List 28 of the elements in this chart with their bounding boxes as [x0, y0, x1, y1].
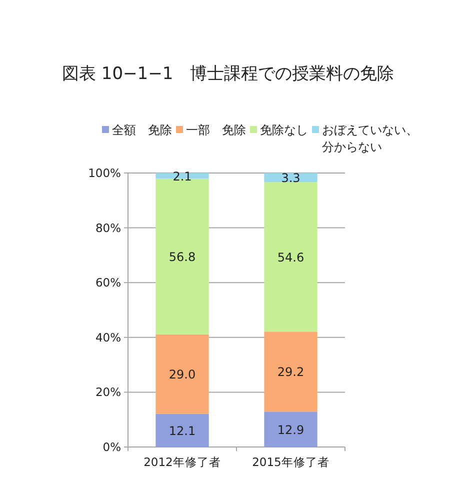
data-label: 12.9: [277, 422, 304, 437]
x-tick-label: 2012年修了者: [144, 455, 221, 469]
y-tick-label: 20%: [95, 385, 122, 400]
data-label: 54.6: [277, 250, 304, 264]
bar: [156, 334, 209, 414]
data-label: 12.1: [168, 424, 196, 438]
legend-label: 免除なし: [260, 122, 308, 139]
bar: [264, 182, 318, 332]
data-label: 3.3: [281, 171, 300, 186]
y-tick-label: 60%: [95, 276, 122, 290]
x-tick-label: 2015年修了者: [252, 455, 330, 469]
y-tick-label: 40%: [95, 330, 122, 344]
bar: [264, 412, 318, 447]
data-label: 2.1: [172, 169, 192, 184]
legend-label: 全額 免除: [112, 122, 172, 139]
bar: [156, 173, 209, 179]
chart-title: 図表 10−1−1 博士課程での授業料の免除: [62, 63, 394, 85]
bar: [156, 414, 209, 447]
legend-label: おぼえていない、分からない: [322, 122, 419, 156]
y-tick-label: 0%: [102, 440, 122, 454]
y-tick-label: 80%: [95, 220, 122, 235]
data-label: 29.2: [277, 365, 304, 380]
data-label: 56.8: [168, 250, 196, 264]
data-label: 29.0: [168, 368, 196, 382]
bar: [156, 178, 209, 334]
legend-label: 一部 免除: [186, 122, 246, 139]
y-tick-label: 100%: [88, 166, 122, 180]
bar: [264, 332, 318, 412]
